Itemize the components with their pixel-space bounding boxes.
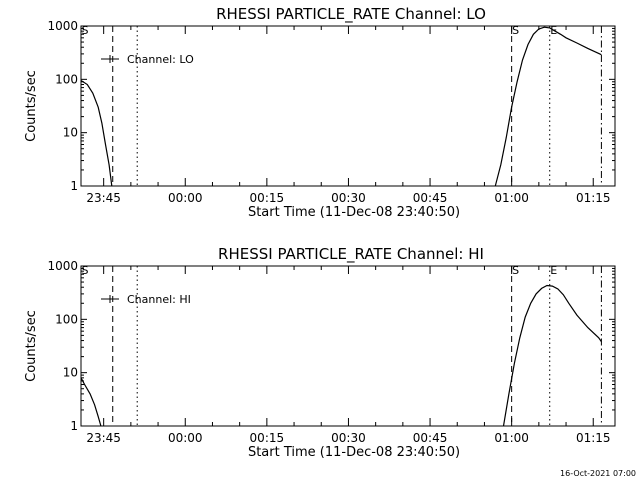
y-axis-label: Counts/sec xyxy=(24,70,39,142)
legend-label: Channel: LO xyxy=(127,53,194,66)
y-tick-label: 10 xyxy=(63,366,78,380)
series-line xyxy=(502,284,602,427)
x-tick-label: 00:00 xyxy=(168,431,203,445)
x-tick-label: 01:15 xyxy=(576,431,611,445)
y-tick-label: 1000 xyxy=(47,19,78,33)
y-tick-label: 100 xyxy=(55,312,78,326)
timestamp: 16-Oct-2021 07:00 xyxy=(560,469,636,478)
y-tick-label: 1 xyxy=(70,179,78,193)
y-axis-label: Counts/sec xyxy=(24,310,39,382)
x-tick-label: 01:15 xyxy=(576,191,611,205)
chart-title: RHESSI PARTICLE_RATE Channel: HI xyxy=(218,245,484,264)
x-axis-label: Start Time (11-Dec-08 23:40:50) xyxy=(248,205,460,220)
y-tick-label: 10 xyxy=(63,126,78,140)
event-marker-label: E xyxy=(550,264,557,277)
panel-channel-hi: RHESSI PARTICLE_RATE Channel: HI 1 10 100 10… xyxy=(24,245,616,460)
event-marker-label: S xyxy=(82,24,89,37)
x-tick-label: 00:30 xyxy=(331,191,366,205)
x-tick-label: 00:15 xyxy=(250,191,285,205)
x-tick-label: 00:45 xyxy=(413,191,448,205)
series-line xyxy=(80,377,102,427)
plot-frame xyxy=(80,25,616,187)
series-line xyxy=(494,26,602,187)
event-marker-label: S xyxy=(512,24,519,37)
event-marker-label: S xyxy=(512,264,519,277)
legend-label: Channel: HI xyxy=(127,293,191,306)
x-tick-label: 01:00 xyxy=(494,191,529,205)
x-tick-label: 01:00 xyxy=(494,431,529,445)
x-tick-label: 23:45 xyxy=(86,431,121,445)
x-tick-label: 00:00 xyxy=(168,191,203,205)
event-marker-label: S xyxy=(82,264,89,277)
plot-frame xyxy=(80,265,616,427)
y-tick-label: 100 xyxy=(55,72,78,86)
panel-channel-lo: RHESSI PARTICLE_RATE Channel: LO 1 10 100 10… xyxy=(24,5,616,220)
series-line xyxy=(80,79,113,187)
x-tick-label: 00:15 xyxy=(250,431,285,445)
x-axis-label: Start Time (11-Dec-08 23:40:50) xyxy=(248,445,460,460)
x-tick-label: 23:45 xyxy=(86,191,121,205)
y-tick-label: 1 xyxy=(70,419,78,433)
y-tick-label: 1000 xyxy=(47,259,78,273)
x-tick-label: 00:45 xyxy=(413,431,448,445)
x-tick-label: 00:30 xyxy=(331,431,366,445)
chart-title: RHESSI PARTICLE_RATE Channel: LO xyxy=(216,5,486,24)
